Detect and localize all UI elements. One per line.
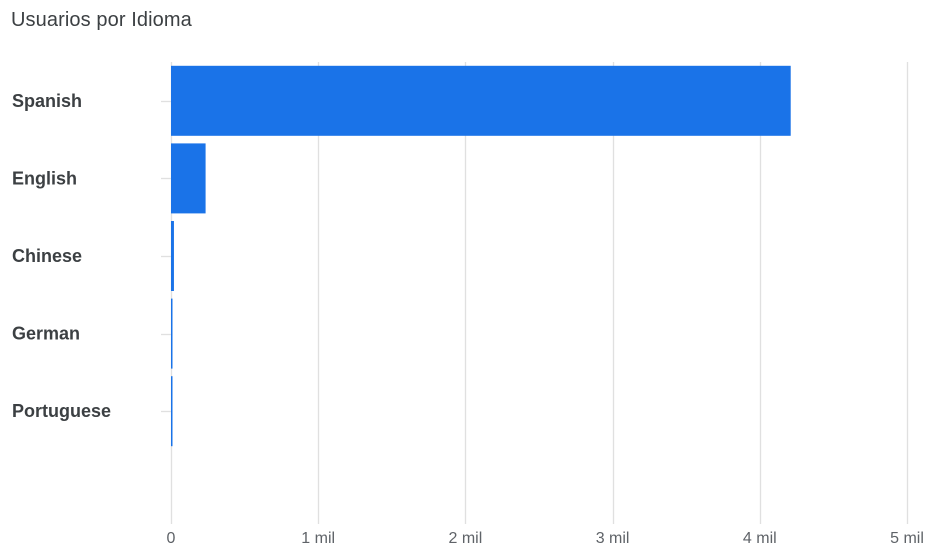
category-label: German — [12, 324, 80, 344]
x-tick-label: 0 — [167, 530, 176, 547]
x-tick-label: 1 mil — [301, 530, 335, 547]
bar-english[interactable] — [171, 143, 206, 214]
x-tick-label: 5 mil — [890, 530, 924, 547]
category-label: English — [12, 168, 77, 188]
x-tick-label: 4 mil — [743, 530, 777, 547]
bar-spanish[interactable] — [171, 65, 791, 136]
bar-portuguese[interactable] — [171, 376, 173, 447]
bars — [171, 65, 791, 447]
category-label: Portuguese — [12, 401, 111, 421]
category-labels: Spanish English Chinese German Portuguese — [12, 91, 111, 421]
gridlines — [161, 62, 909, 524]
x-tick-labels: 0 1 mil 2 mil 3 mil 4 mil 5 mil — [167, 530, 924, 547]
x-tick-label: 3 mil — [596, 530, 630, 547]
category-label: Chinese — [12, 246, 82, 266]
chart-title: Usuarios por Idioma — [11, 9, 192, 31]
category-label: Spanish — [12, 91, 82, 111]
x-tick-label: 2 mil — [449, 530, 483, 547]
bar-chinese[interactable] — [171, 221, 174, 291]
bar-german[interactable] — [171, 298, 173, 369]
